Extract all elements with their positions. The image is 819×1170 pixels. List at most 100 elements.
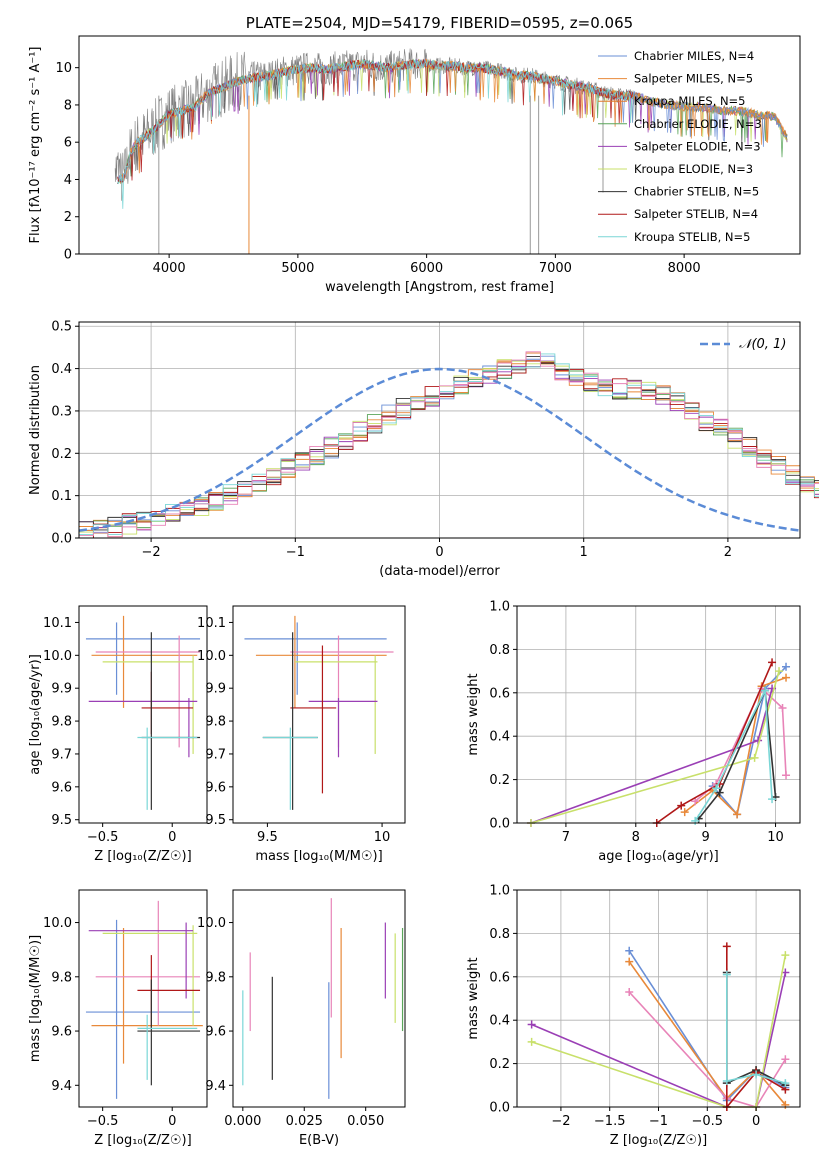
x-tick-label: 4000 <box>153 261 186 276</box>
y-tick-label: 9.8 <box>51 715 72 730</box>
y-tick-label: 2 <box>64 210 72 225</box>
y-tick-label: 9.9 <box>205 682 226 697</box>
y-tick-label: 9.6 <box>205 780 226 795</box>
x-tick-label: 0 <box>168 830 176 845</box>
x-tick-label: −0.5 <box>87 830 119 845</box>
x-tick-label: −0.5 <box>87 1114 119 1129</box>
weight-marker <box>750 753 759 762</box>
weight-marker <box>781 1055 790 1064</box>
legend-entry: Kroupa MILES, N=5 <box>634 94 746 108</box>
weight-marker <box>782 662 791 671</box>
axes-frame <box>232 889 406 1108</box>
y-tick-label: 1.0 <box>489 884 510 899</box>
gaussian-curve <box>78 367 801 532</box>
y-tick-label: 0.5 <box>51 320 72 335</box>
x-tick-label: 0.050 <box>347 1114 384 1129</box>
y-tick-label: 8 <box>64 98 72 113</box>
panel-1: 𝒩(0, 1) −2 −1 0 1 2 0.0 0.1 0.2 0.3 0.4 0.5 (data-mo… <box>28 320 819 579</box>
y-tick-label: 9.6 <box>51 780 72 795</box>
axes-frame <box>78 605 208 824</box>
y-tick-label: 0.0 <box>51 532 72 547</box>
x-tick-label: 0.000 <box>224 1114 261 1129</box>
panel-2: −0.5 0 9.5 9.6 9.7 9.8 9.9 10.0 10.1 Z [log₁₀(Z/Z… <box>28 605 208 864</box>
legend-entry: Salpeter ELODIE, N=3 <box>634 139 761 153</box>
y-tick-label: 4 <box>64 173 72 188</box>
y-axis-label: mass weight <box>466 957 481 1039</box>
y-tick-label: 9.6 <box>205 1025 226 1040</box>
x-tick-label: 0 <box>168 1114 176 1129</box>
weight-marker <box>625 946 634 955</box>
y-tick-label: 9.4 <box>51 1079 72 1094</box>
y-tick-label: 9.5 <box>205 813 226 828</box>
panel-0: Chabrier MILES, N=4 Salpeter MILES, N=5 Kr… <box>28 14 801 295</box>
weight-marker <box>768 795 777 804</box>
x-axis-label: Z [log₁₀(Z/Z☉)] <box>94 1133 191 1148</box>
weight-series-7 <box>725 974 786 1084</box>
weight-series-6 <box>656 662 773 824</box>
axes-frame <box>78 35 801 255</box>
panel-5: −0.5 0 9.4 9.6 9.8 10.0 Z [log₁₀(Z/Z☉)] mass [l… <box>28 889 208 1148</box>
y-tick-label: 9.8 <box>205 715 226 730</box>
x-tick-label: −2 <box>551 1114 570 1129</box>
x-axis-label: E(B-V) <box>299 1133 339 1148</box>
y-tick-label: 9.8 <box>205 970 226 985</box>
legend-entry: Salpeter STELIB, N=4 <box>634 207 758 221</box>
weight-marker <box>715 788 724 797</box>
weight-marker <box>782 673 791 682</box>
weight-marker <box>527 1020 536 1029</box>
weight-series-7 <box>694 687 773 822</box>
histogram-4 <box>79 360 819 531</box>
weight-marker <box>775 667 784 676</box>
x-tick-label: 9.5 <box>257 830 278 845</box>
histogram-0 <box>79 355 819 533</box>
x-tick-label: 0.025 <box>286 1114 323 1129</box>
weight-marker <box>712 784 721 793</box>
x-tick-label: 0 <box>752 1114 760 1129</box>
y-axis-label: mass [log₁₀(M/M☉)] <box>28 935 43 1062</box>
x-axis-label: (data-model)/error <box>379 564 500 579</box>
panel-7: −2 −1.5 −1 −0.5 0 0.0 0.2 0.4 0.6 0.8 1.0 Z [log₁₀(… <box>466 884 801 1148</box>
y-tick-label: 0.8 <box>489 643 510 658</box>
weight-marker <box>722 970 731 979</box>
weight-marker <box>625 987 634 996</box>
weight-marker <box>677 801 686 810</box>
y-tick-label: 0.4 <box>489 730 510 745</box>
weight-series-0 <box>712 666 787 817</box>
panel-3: 9.5 10 9.5 9.6 9.7 9.8 9.9 10.0 10.1 mass [log₁₀(… <box>197 605 406 864</box>
x-tick-label: 7000 <box>539 261 572 276</box>
y-axis-label: Flux [fλ10⁻¹⁷ erg cm⁻² s⁻¹ A⁻¹] <box>28 47 43 244</box>
x-tick-label: −1.5 <box>594 1114 626 1129</box>
x-tick-label: 0 <box>435 545 443 560</box>
histogram-2 <box>79 352 819 531</box>
axes-frame <box>78 889 208 1108</box>
weight-series-5 <box>698 687 777 820</box>
y-tick-label: 0.4 <box>489 1014 510 1029</box>
legend-entry-gaussian: 𝒩(0, 1) <box>739 337 786 352</box>
x-tick-label: 6000 <box>410 261 443 276</box>
legend-entry: Kroupa STELIB, N=5 <box>634 230 751 244</box>
y-tick-label: 9.7 <box>205 747 226 762</box>
x-tick-label: 8000 <box>668 261 701 276</box>
x-tick-label: −2 <box>142 545 161 560</box>
y-tick-label: 10.0 <box>43 649 72 664</box>
y-tick-label: 0.2 <box>489 773 510 788</box>
panel-4: 7 8 9 10 0.0 0.2 0.4 0.6 0.8 1.0 age [log₁₀(age/yr… <box>466 600 801 864</box>
y-tick-label: 10.0 <box>43 916 72 931</box>
axes-frame <box>516 605 801 824</box>
weight-marker <box>527 1037 536 1046</box>
weight-marker <box>722 1076 731 1085</box>
weight-marker <box>781 951 790 960</box>
x-tick-label: 10 <box>767 830 784 845</box>
histogram-8 <box>79 353 819 535</box>
weight-marker <box>781 1079 790 1088</box>
x-axis-label: Z [log₁₀(Z/Z☉)] <box>610 1133 707 1148</box>
x-tick-label: 1 <box>580 545 588 560</box>
y-tick-label: 0.8 <box>489 927 510 942</box>
chart-title: PLATE=2504, MJD=54179, FIBERID=0595, z=0… <box>246 14 633 32</box>
y-tick-label: 0.2 <box>51 447 72 462</box>
histogram-7 <box>79 360 819 539</box>
y-tick-label: 0.0 <box>489 817 510 832</box>
y-tick-label: 10.0 <box>197 916 226 931</box>
y-tick-label: 1.0 <box>489 600 510 615</box>
weight-marker <box>733 810 742 819</box>
